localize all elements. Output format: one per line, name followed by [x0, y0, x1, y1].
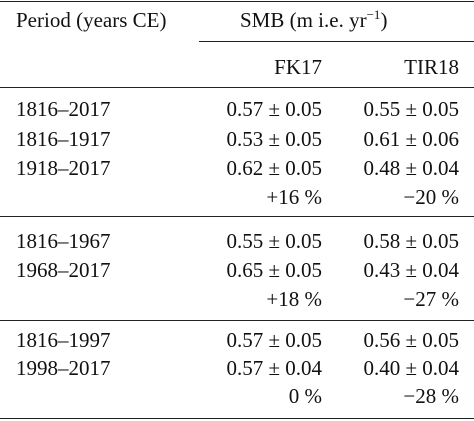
smb-header: SMB (m i.e. yr−1): [240, 8, 387, 32]
fk17-change-cell: 0 %: [288, 384, 322, 408]
tir18-cell: 0.58 ± 0.05: [363, 229, 459, 253]
group-rule: [0, 216, 474, 217]
bottom-rule: [0, 418, 474, 419]
tir18-cell: 0.61 ± 0.06: [363, 127, 459, 151]
smb-header-underline: [199, 41, 474, 42]
fk17-cell: 0.57 ± 0.05: [226, 97, 322, 121]
smb-header-text: SMB (m i.e. yr: [240, 8, 367, 32]
fk17-cell: 0.57 ± 0.05: [226, 328, 322, 352]
smb-header-exponent: −1: [366, 7, 381, 22]
tir18-cell: 0.40 ± 0.04: [363, 356, 459, 380]
tir18-header: TIR18: [404, 55, 459, 79]
tir18-change-cell: −20 %: [403, 185, 459, 209]
fk17-cell: 0.62 ± 0.05: [226, 156, 322, 180]
period-header: Period (years CE): [16, 8, 167, 32]
period-cell: 1816–1967: [16, 229, 111, 253]
fk17-change-cell: +16 %: [266, 185, 322, 209]
tir18-cell: 0.56 ± 0.05: [363, 328, 459, 352]
period-cell: 1968–2017: [16, 258, 111, 282]
tir18-cell: 0.43 ± 0.04: [363, 258, 459, 282]
tir18-cell: 0.48 ± 0.04: [363, 156, 459, 180]
period-cell: 1816–2017: [16, 97, 111, 121]
period-cell: 1816–1917: [16, 127, 111, 151]
fk17-header: FK17: [274, 55, 322, 79]
fk17-cell: 0.57 ± 0.04: [226, 356, 322, 380]
period-cell: 1998–2017: [16, 356, 111, 380]
fk17-cell: 0.53 ± 0.05: [226, 127, 322, 151]
top-rule: [0, 1, 474, 2]
header-rule: [0, 87, 474, 88]
tir18-cell: 0.55 ± 0.05: [363, 97, 459, 121]
fk17-cell: 0.65 ± 0.05: [226, 258, 322, 282]
group-rule: [0, 320, 474, 321]
period-cell: 1918–2017: [16, 156, 111, 180]
smb-header-close: ): [380, 8, 388, 32]
fk17-change-cell: +18 %: [266, 287, 322, 311]
period-cell: 1816–1997: [16, 328, 111, 352]
fk17-cell: 0.55 ± 0.05: [226, 229, 322, 253]
tir18-change-cell: −28 %: [403, 384, 459, 408]
tir18-change-cell: −27 %: [403, 287, 459, 311]
